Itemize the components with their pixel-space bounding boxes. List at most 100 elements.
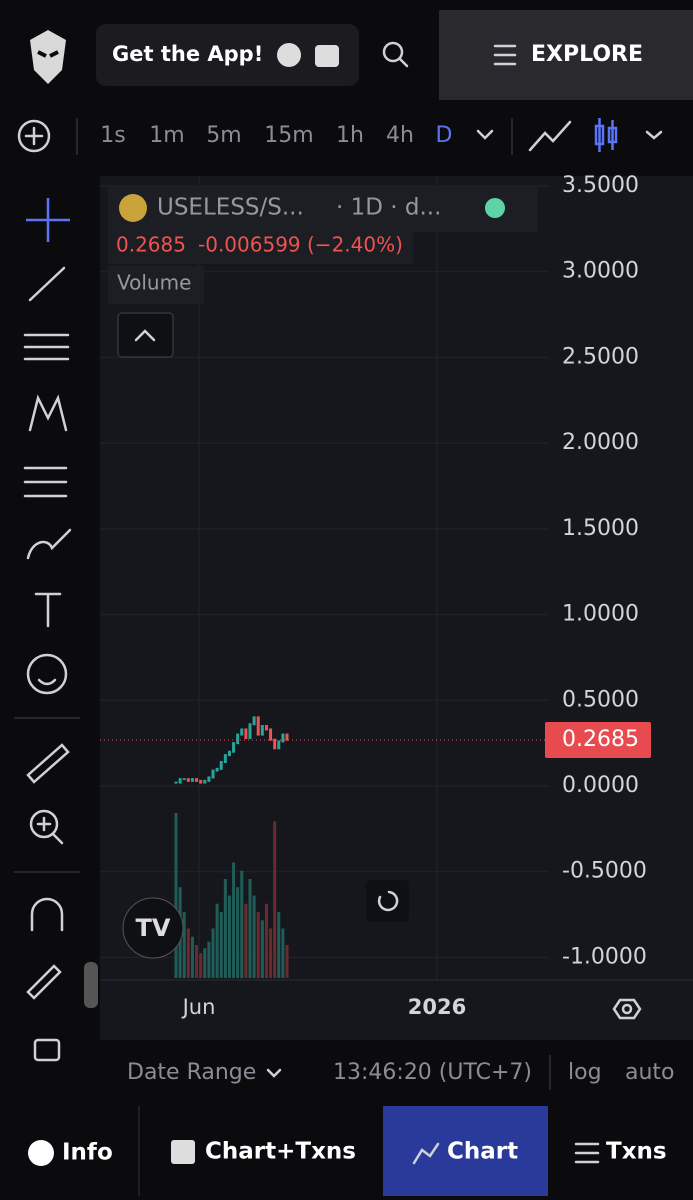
prediction-tool[interactable] <box>23 466 68 498</box>
log-toggle[interactable]: log <box>568 1060 602 1085</box>
volume-bar <box>244 903 248 978</box>
last-price-tag <box>545 721 651 758</box>
interval-option[interactable]: 4h <box>386 123 414 148</box>
candle <box>281 733 285 743</box>
candle <box>207 776 211 782</box>
nav-chart-txns[interactable]: Chart+Txns <box>205 1139 356 1165</box>
volume-bar <box>273 821 277 978</box>
interval-dropdown[interactable] <box>476 129 494 140</box>
token-icon <box>119 194 147 222</box>
unlock-tool[interactable] <box>33 1038 61 1062</box>
candle <box>182 778 186 781</box>
volume-bar <box>281 928 285 978</box>
add-indicator[interactable] <box>17 119 51 153</box>
explore-button[interactable] <box>439 10 693 100</box>
crosshair-tool[interactable] <box>26 198 70 242</box>
interval-option[interactable]: D <box>436 123 453 148</box>
trendline-tool[interactable] <box>28 266 66 302</box>
y-tick-label: -0.5000 <box>562 859 647 884</box>
reset-icon <box>377 890 399 912</box>
line-style[interactable] <box>528 120 572 152</box>
settings-button[interactable] <box>612 998 642 1020</box>
magnet-tool[interactable] <box>30 897 64 932</box>
chart-icon <box>412 1142 440 1165</box>
candle <box>211 769 215 779</box>
legend-price: 0.2685 <box>116 233 186 257</box>
date-range[interactable]: Date Range <box>127 1060 256 1085</box>
logo[interactable] <box>30 30 66 84</box>
interval-option[interactable]: 5m <box>206 123 241 148</box>
legend-box <box>108 186 538 232</box>
candle <box>248 723 252 739</box>
pattern-tool[interactable] <box>28 394 68 432</box>
volume-bar <box>252 895 256 978</box>
x-tick-label: Jun <box>181 995 216 1019</box>
candle <box>203 779 207 784</box>
reset-chart[interactable] <box>366 880 409 922</box>
candle <box>285 733 289 741</box>
menu-icon <box>493 44 517 66</box>
y-tick-label: 0.5000 <box>562 687 639 712</box>
interval-option[interactable]: 1s <box>100 123 125 148</box>
candle-style[interactable] <box>594 118 618 152</box>
interval-option[interactable]: 1m <box>149 123 184 148</box>
app-cta: Get the App! <box>112 42 263 66</box>
app-banner[interactable] <box>96 24 359 86</box>
y-tick-label: -1.0000 <box>562 944 647 969</box>
candle <box>277 740 281 750</box>
interval-option[interactable]: 1h <box>336 123 364 148</box>
info-icon <box>28 1140 54 1166</box>
collapse-legend[interactable] <box>117 312 174 358</box>
search-button[interactable] <box>382 41 409 68</box>
candle <box>273 738 277 750</box>
volume-bar <box>174 813 178 978</box>
txns-icon <box>574 1142 600 1164</box>
candle <box>256 716 260 736</box>
y-tick-label: 3.5000 <box>562 173 639 198</box>
tradingview-logo[interactable]: TV <box>122 897 184 959</box>
volume-bar <box>236 887 240 978</box>
volume-bar <box>277 912 281 978</box>
apple-icon <box>277 43 301 67</box>
fib-tool[interactable] <box>23 333 70 361</box>
volume-bar <box>199 953 203 978</box>
ruler-tool[interactable] <box>26 743 70 784</box>
volume-bar <box>182 912 186 978</box>
volume-legend <box>108 266 204 304</box>
lock-drawings[interactable] <box>26 964 62 1000</box>
sidebar-handle[interactable] <box>84 962 98 1008</box>
volume-bar <box>207 941 211 978</box>
style-dropdown[interactable] <box>645 130 663 140</box>
volume-bar <box>219 912 223 978</box>
resolution: · 1D · d... <box>336 195 441 221</box>
auto-toggle[interactable]: auto <box>625 1060 675 1085</box>
text-tool[interactable] <box>34 592 62 628</box>
y-tick-label: 1.0000 <box>562 602 639 627</box>
chevron-up <box>134 329 156 342</box>
y-tick-label: 0.0000 <box>562 773 639 798</box>
candle <box>232 742 236 753</box>
volume-bar <box>264 903 268 978</box>
volume-bar <box>227 895 231 978</box>
candle <box>223 754 227 763</box>
symbol: USELESS/S... <box>157 195 304 221</box>
volume-bar <box>256 912 260 978</box>
candle <box>219 761 223 770</box>
volume-bar <box>260 920 264 978</box>
nav-info[interactable]: Info <box>62 1140 113 1166</box>
emoji-tool[interactable] <box>26 653 68 695</box>
volume-bar <box>240 870 244 978</box>
candle <box>264 725 268 731</box>
candle <box>240 728 244 736</box>
y-tick-label: 1.5000 <box>562 516 639 541</box>
brush-tool[interactable] <box>26 528 72 560</box>
candle <box>244 728 248 739</box>
explore-label: EXPLORE <box>531 42 643 67</box>
interval-option[interactable]: 15m <box>264 123 313 148</box>
nav-txns[interactable]: Txns <box>606 1139 667 1165</box>
zoom-tool[interactable] <box>29 809 64 845</box>
nav-chart[interactable]: Chart <box>447 1139 518 1165</box>
candle <box>252 716 256 726</box>
y-tick-label: 3.0000 <box>562 259 639 284</box>
chart-txns-icon <box>171 1140 195 1164</box>
